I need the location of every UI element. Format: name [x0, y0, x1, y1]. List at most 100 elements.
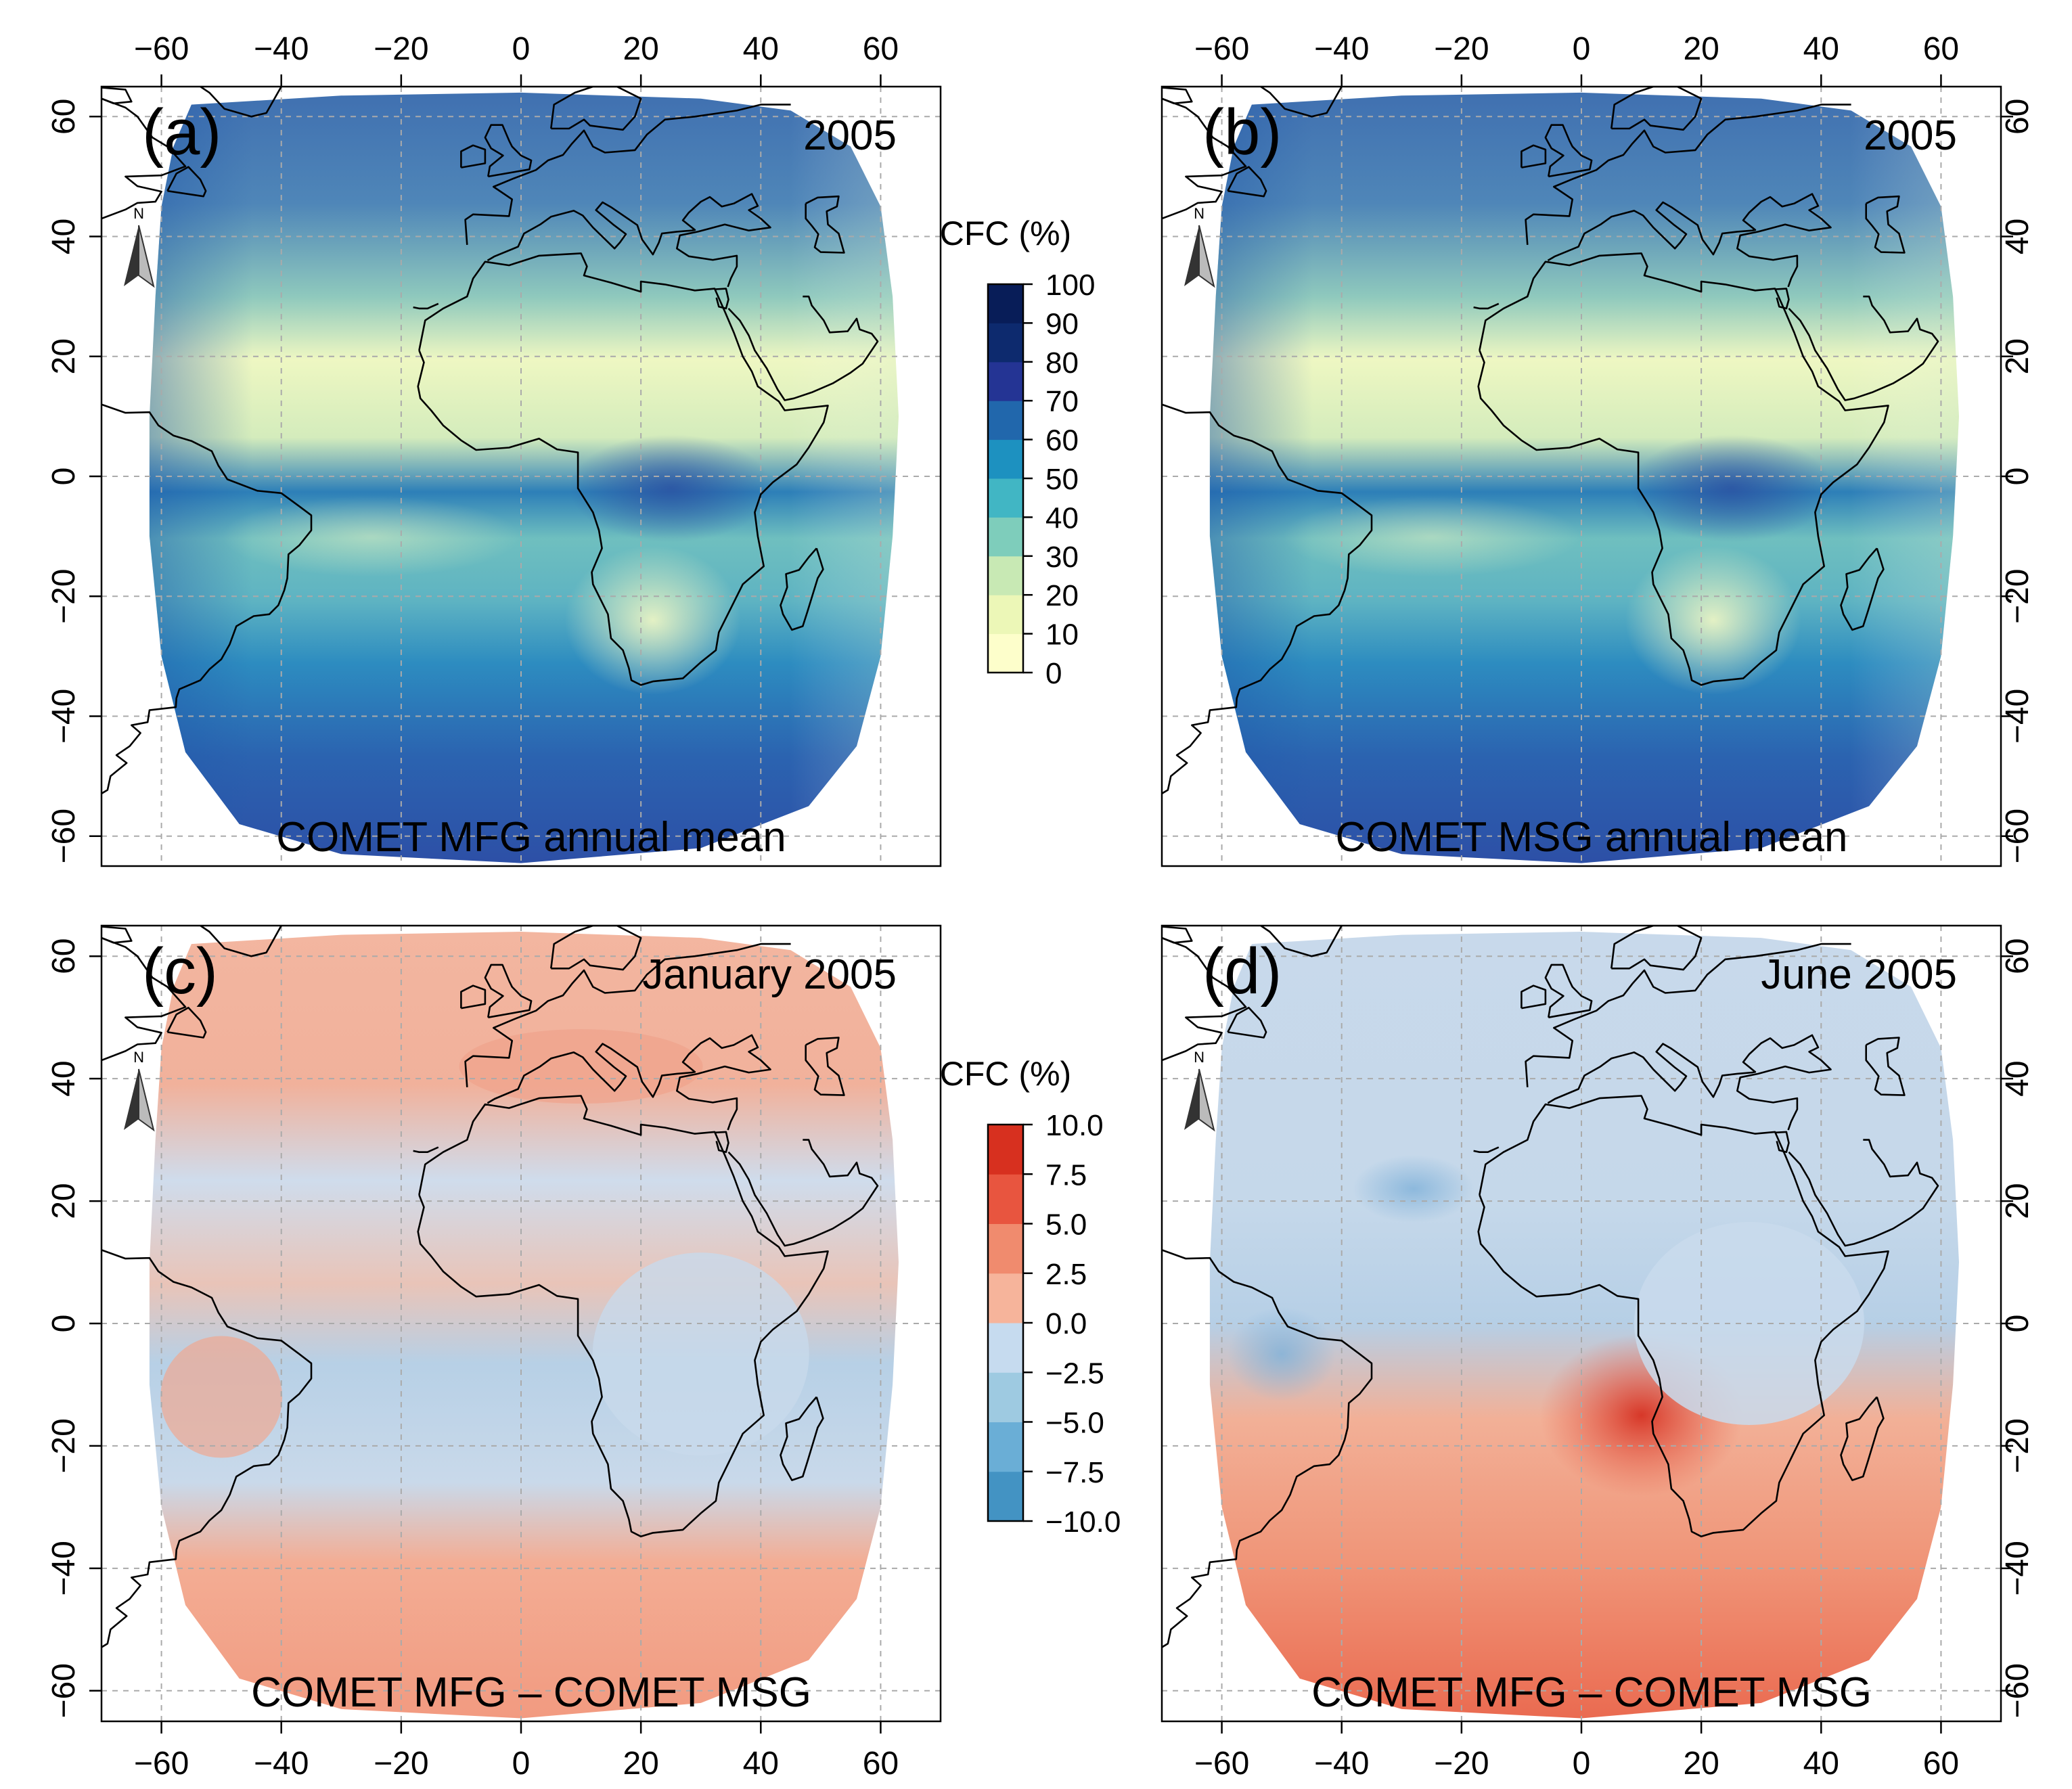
- coastline: [417, 1095, 829, 1538]
- lat-tick-label: 20: [46, 1183, 82, 1219]
- lon-tick-label: 0: [1573, 31, 1591, 67]
- lon-tick-label: −60: [1194, 31, 1249, 67]
- congo-cloud-maximum: [1629, 434, 1833, 543]
- lat-tick-label: 20: [2000, 338, 2035, 374]
- colorbar-tick-label: −5.0: [1045, 1407, 1104, 1440]
- colorbar-tick-label: 40: [1045, 501, 1079, 535]
- lon-tick-label: −60: [134, 31, 189, 67]
- lat-tick-label: 40: [2000, 1060, 2035, 1096]
- coastline: [413, 302, 439, 310]
- colorbar-tick-label: 90: [1045, 307, 1079, 340]
- coastline: [1473, 302, 1500, 310]
- lat-tick-label: 0: [2000, 1315, 2035, 1333]
- colorbar-swatch: [988, 284, 1023, 323]
- lon-tick-label: 20: [623, 1746, 658, 1782]
- coastline: [413, 1146, 439, 1153]
- coastline: [1544, 964, 1593, 1018]
- colorbar-tick-label: 7.5: [1045, 1158, 1087, 1192]
- colorbar-tick-label: 100: [1045, 269, 1095, 302]
- lat-tick-label: −40: [46, 689, 82, 744]
- kalahari-clear-sky: [564, 545, 741, 695]
- north-label: N: [1194, 1049, 1204, 1066]
- north-arrow-icon: N: [1184, 205, 1215, 287]
- coastline: [727, 1139, 879, 1247]
- mediterranean-positive: [459, 1029, 703, 1104]
- coastline: [1473, 1146, 1500, 1153]
- lat-tick-label: 40: [2000, 219, 2035, 254]
- lat-tick-label: −20: [2000, 1418, 2035, 1473]
- coastline: [102, 87, 133, 105]
- colorbar-swatch: [988, 1422, 1023, 1472]
- coastline: [1544, 124, 1593, 178]
- graticule: [102, 87, 941, 866]
- coastline: [1477, 1095, 1889, 1538]
- colorbar-title: CFC (%): [940, 1055, 1071, 1093]
- lon-tick-label: −60: [1194, 1746, 1249, 1782]
- panel-period: 2005: [803, 112, 897, 159]
- lat-tick-label: 60: [2000, 99, 2035, 135]
- central-africa-negative: [592, 1252, 809, 1456]
- map-panel-b: −60 −40 −20 0 20 40 60 60 40 20 0 −20 −40 −60 (b) 2005 C…: [1161, 31, 2035, 867]
- colorbar-swatch: [988, 1174, 1023, 1224]
- graticule: [1162, 87, 2001, 866]
- lat-tick-label: −60: [2000, 809, 2035, 863]
- data-field: [149, 92, 899, 863]
- panel-caption: COMET MFG – COMET MSG: [1311, 1669, 1872, 1716]
- colorbar-swatch: [988, 633, 1023, 673]
- lat-tick-label: 20: [46, 338, 82, 374]
- coastline: [1775, 1131, 1790, 1153]
- lat-tick-label: 20: [2000, 1183, 2035, 1219]
- legend_diff-colorbar: CFC (%) 10.0 7.5 5.0 2.5 0.0 −2.5 −5.0 −7.5 −10.0: [940, 1055, 1121, 1539]
- panel-label: (d): [1202, 935, 1282, 1007]
- coastline: [1227, 1006, 1267, 1039]
- colorbar-tick-label: 80: [1045, 346, 1079, 380]
- graticule: [102, 926, 941, 1721]
- coastline: [460, 984, 487, 1010]
- coastline: [102, 936, 187, 1062]
- coastline: [1162, 926, 1193, 944]
- map-panel-c: −60 −40 −20 0 20 40 60 60 40 20 0 −20 −40 −60 (c) Janua…: [46, 924, 942, 1782]
- coastlines: [102, 87, 879, 795]
- coastline: [487, 193, 771, 288]
- coastline: [1162, 936, 1247, 1062]
- colorbar-tick-label: −7.5: [1045, 1456, 1104, 1489]
- lat-tick-label: −60: [2000, 1663, 2035, 1718]
- coastline: [805, 195, 845, 254]
- coastline: [780, 1396, 824, 1481]
- coastline: [727, 295, 879, 401]
- lon-tick-label: −20: [374, 1746, 428, 1782]
- coastline: [1162, 87, 1193, 105]
- coastline: [166, 1006, 207, 1039]
- lat-tick-label: 0: [46, 1315, 82, 1333]
- lat-tick-label: 60: [2000, 938, 2035, 974]
- coastline: [102, 926, 133, 944]
- lat-tick-label: −40: [2000, 689, 2035, 744]
- coastline: [1162, 1249, 1373, 1649]
- coastline: [198, 87, 285, 118]
- colorbar-tick-label: 0.0: [1045, 1307, 1087, 1340]
- coastline: [417, 252, 829, 686]
- lon-tick-label: 0: [512, 31, 531, 67]
- lat-tick-label: −40: [46, 1541, 82, 1595]
- colorbar-swatch: [988, 1323, 1023, 1373]
- colorbar-title: CFC (%): [940, 214, 1071, 252]
- panel-period: 2005: [1864, 112, 1957, 159]
- atlantic-negative: [1353, 1154, 1474, 1223]
- panel-label: (b): [1202, 96, 1282, 168]
- lat-tick-label: −60: [46, 809, 82, 863]
- coastline: [1162, 403, 1373, 795]
- colorbar-swatch: [988, 1372, 1023, 1422]
- coastline: [1521, 144, 1547, 168]
- coastline: [1775, 288, 1790, 310]
- colorbar-swatch: [988, 517, 1023, 557]
- colorbar-swatch: [988, 1223, 1023, 1274]
- data-field: [1209, 92, 1959, 863]
- congo-cloud-maximum: [569, 434, 773, 543]
- lat-tick-label: 60: [46, 938, 82, 974]
- colorbar-tick-label: −10.0: [1045, 1505, 1121, 1539]
- coastline: [1788, 295, 1939, 401]
- lat-tick-label: −60: [46, 1663, 82, 1718]
- colorbar-swatch: [988, 439, 1023, 479]
